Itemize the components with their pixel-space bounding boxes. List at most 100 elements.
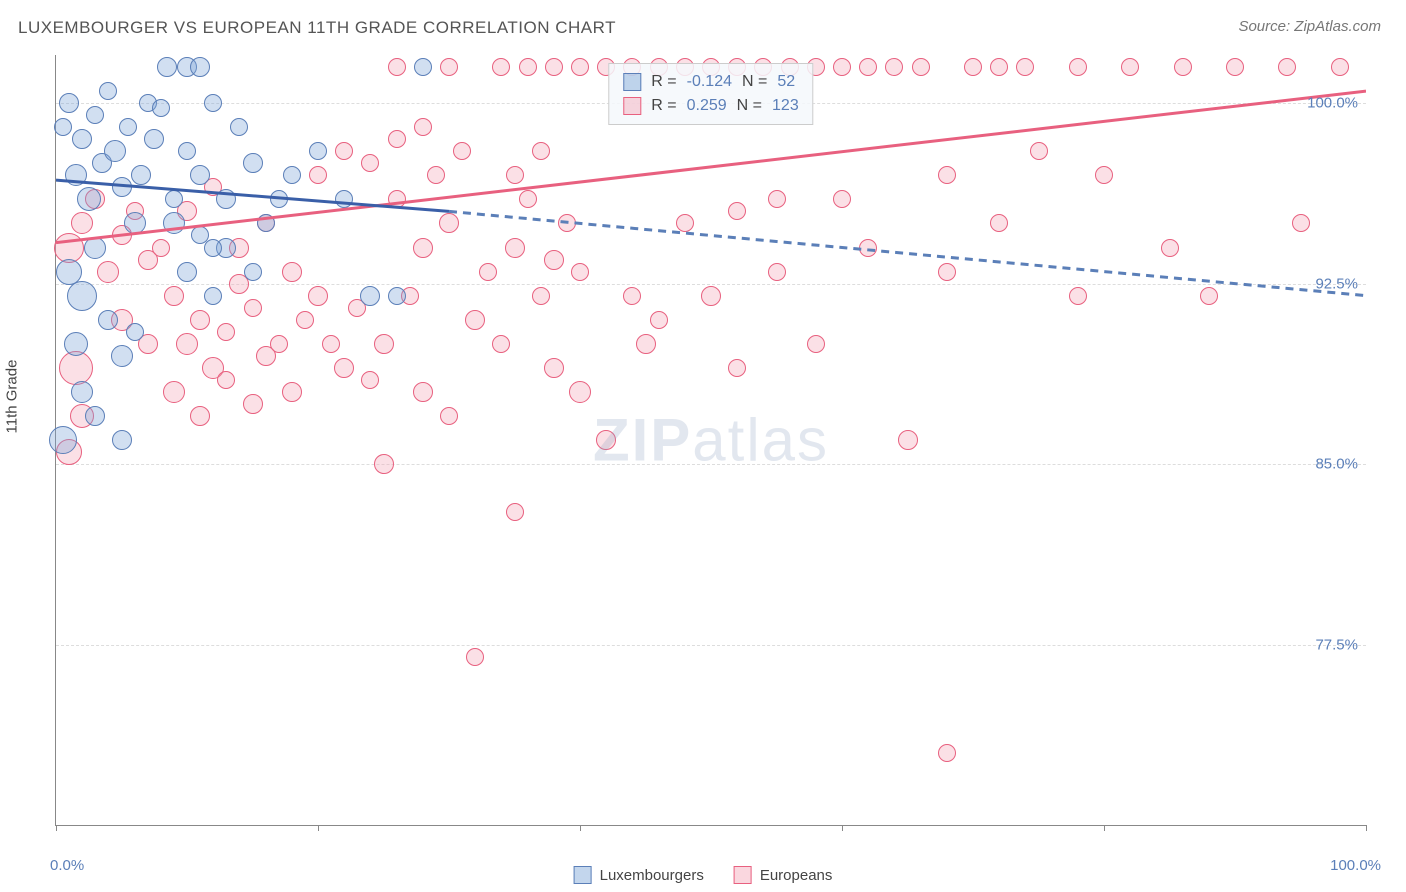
scatter-point bbox=[1069, 287, 1087, 305]
scatter-point bbox=[64, 332, 88, 356]
x-tick bbox=[1104, 825, 1105, 831]
scatter-point bbox=[112, 430, 132, 450]
legend-n-label-1: N = bbox=[742, 70, 767, 94]
scatter-point bbox=[413, 382, 433, 402]
legend-swatch-eur bbox=[623, 97, 641, 115]
bottom-legend-eur: Europeans bbox=[734, 866, 833, 884]
scatter-point bbox=[532, 287, 550, 305]
scatter-point bbox=[204, 287, 222, 305]
scatter-point bbox=[479, 263, 497, 281]
scatter-point bbox=[216, 189, 236, 209]
scatter-point bbox=[54, 118, 72, 136]
scatter-point bbox=[163, 381, 185, 403]
scatter-point bbox=[111, 345, 133, 367]
chart-container: LUXEMBOURGER VS EUROPEAN 11TH GRADE CORR… bbox=[0, 0, 1406, 892]
scatter-point bbox=[257, 214, 275, 232]
scatter-point bbox=[938, 263, 956, 281]
legend-r-value-2: 0.259 bbox=[687, 94, 727, 118]
scatter-point bbox=[308, 286, 328, 306]
scatter-point bbox=[1226, 58, 1244, 76]
scatter-point bbox=[282, 382, 302, 402]
scatter-point bbox=[990, 214, 1008, 232]
x-tick-label: 0.0% bbox=[50, 857, 84, 874]
scatter-point bbox=[676, 214, 694, 232]
bottom-legend: Luxembourgers Europeans bbox=[574, 866, 833, 884]
scatter-point bbox=[1331, 58, 1349, 76]
scatter-point bbox=[296, 311, 314, 329]
scatter-point bbox=[65, 164, 87, 186]
chart-title: LUXEMBOURGER VS EUROPEAN 11TH GRADE CORR… bbox=[18, 18, 616, 38]
scatter-point bbox=[270, 190, 288, 208]
grid-line bbox=[56, 645, 1366, 646]
scatter-point bbox=[1161, 239, 1179, 257]
scatter-point bbox=[322, 335, 340, 353]
scatter-point bbox=[1174, 58, 1192, 76]
x-tick bbox=[56, 825, 57, 831]
correlation-legend: R = -0.124 N = 52 R = 0.259 N = 123 bbox=[608, 63, 813, 125]
legend-n-value-1: 52 bbox=[777, 70, 795, 94]
scatter-point bbox=[532, 142, 550, 160]
scatter-point bbox=[59, 93, 79, 113]
scatter-point bbox=[938, 744, 956, 762]
scatter-point bbox=[99, 82, 117, 100]
scatter-point bbox=[859, 239, 877, 257]
scatter-point bbox=[67, 281, 97, 311]
scatter-point bbox=[178, 142, 196, 160]
scatter-point bbox=[544, 250, 564, 270]
scatter-point bbox=[72, 129, 92, 149]
scatter-point bbox=[374, 334, 394, 354]
scatter-point bbox=[701, 286, 721, 306]
legend-r-value-1: -0.124 bbox=[687, 70, 732, 94]
scatter-point bbox=[157, 57, 177, 77]
scatter-point bbox=[244, 299, 262, 317]
grid-line bbox=[56, 464, 1366, 465]
bottom-legend-lux: Luxembourgers bbox=[574, 866, 704, 884]
x-tick bbox=[580, 825, 581, 831]
scatter-point bbox=[414, 58, 432, 76]
source-attribution: Source: ZipAtlas.com bbox=[1238, 18, 1381, 35]
scatter-point bbox=[119, 118, 137, 136]
scatter-point bbox=[453, 142, 471, 160]
bottom-label-lux: Luxembourgers bbox=[600, 867, 704, 884]
scatter-point bbox=[466, 648, 484, 666]
scatter-point bbox=[217, 323, 235, 341]
scatter-point bbox=[361, 154, 379, 172]
scatter-point bbox=[283, 166, 301, 184]
x-tick bbox=[1366, 825, 1367, 831]
scatter-point bbox=[388, 190, 406, 208]
legend-row-europeans: R = 0.259 N = 123 bbox=[623, 94, 798, 118]
scatter-point bbox=[807, 335, 825, 353]
scatter-point bbox=[84, 237, 106, 259]
scatter-point bbox=[335, 190, 353, 208]
scatter-point bbox=[465, 310, 485, 330]
y-tick-label: 92.5% bbox=[1315, 275, 1358, 292]
scatter-point bbox=[1069, 58, 1087, 76]
scatter-point bbox=[270, 335, 288, 353]
scatter-point bbox=[77, 187, 101, 211]
scatter-point bbox=[309, 166, 327, 184]
plot-area: ZIPatlas R = -0.124 N = 52 R = 0.259 N =… bbox=[55, 55, 1366, 826]
legend-row-luxembourgers: R = -0.124 N = 52 bbox=[623, 70, 798, 94]
scatter-point bbox=[112, 177, 132, 197]
scatter-point bbox=[859, 58, 877, 76]
scatter-point bbox=[243, 153, 263, 173]
bottom-swatch-lux bbox=[574, 866, 592, 884]
scatter-point bbox=[361, 371, 379, 389]
scatter-point bbox=[86, 106, 104, 124]
scatter-point bbox=[571, 263, 589, 281]
scatter-point bbox=[282, 262, 302, 282]
scatter-point bbox=[85, 406, 105, 426]
scatter-point bbox=[190, 406, 210, 426]
scatter-point bbox=[427, 166, 445, 184]
scatter-point bbox=[163, 212, 185, 234]
scatter-point bbox=[912, 58, 930, 76]
scatter-point bbox=[360, 286, 380, 306]
scatter-point bbox=[49, 426, 77, 454]
scatter-point bbox=[165, 190, 183, 208]
scatter-point bbox=[492, 335, 510, 353]
scatter-point bbox=[545, 58, 563, 76]
scatter-point bbox=[492, 58, 510, 76]
scatter-point bbox=[728, 359, 746, 377]
legend-n-label-2: N = bbox=[737, 94, 762, 118]
scatter-point bbox=[1030, 142, 1048, 160]
